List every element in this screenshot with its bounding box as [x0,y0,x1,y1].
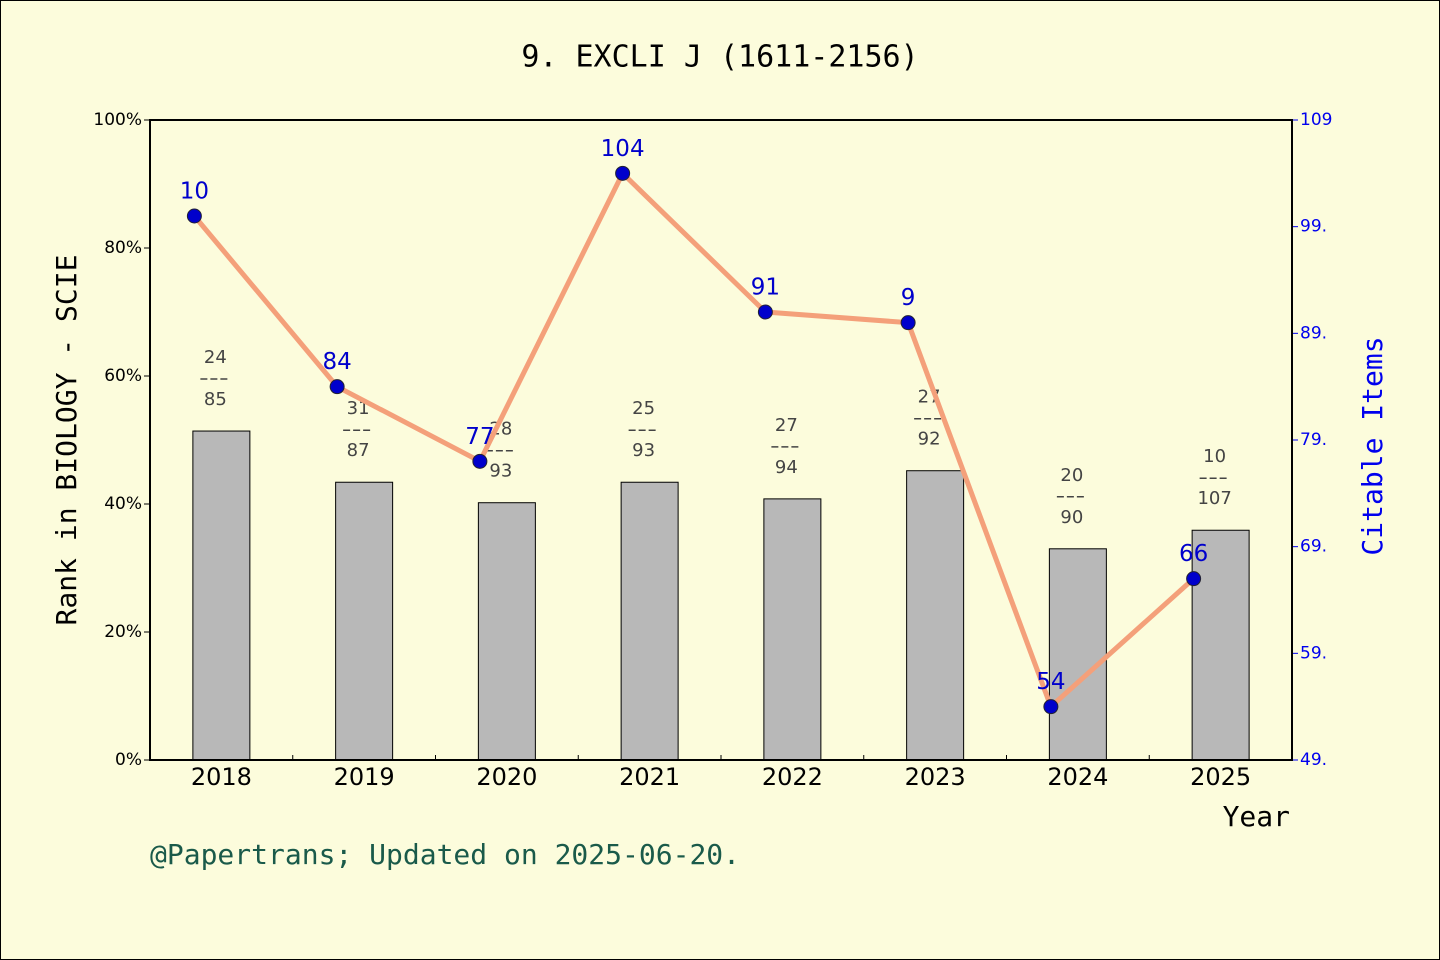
y-tick-label: 100% [93,110,142,130]
rank-label: 20 [1060,465,1083,486]
point-label: 77 [465,424,494,450]
y-tick-label: 80% [104,238,142,258]
point-label: 84 [322,349,351,375]
total-label: 90 [1060,507,1083,528]
total-label: 87 [347,440,370,461]
bar [1048,548,1107,761]
bar [192,430,251,761]
y-tick-label: 60% [104,366,142,386]
x-tick-label: 2018 [191,763,252,791]
line-point [186,208,202,224]
y2-tick-label: 59. [1300,643,1327,663]
footer: @Papertrans; Updated on 2025-06-20. [150,838,740,871]
y2-tick-label: 69. [1300,537,1327,557]
bar [620,481,679,761]
x-tick-label: 2025 [1190,763,1251,791]
y2-axis-title: Citable Items [1356,336,1389,555]
line-point [472,453,488,469]
rank-label: 10 [1203,446,1226,467]
rank-label: 25 [632,398,655,419]
rank-label: 24 [204,347,227,368]
line [192,170,1196,710]
x-tick-label: 2020 [476,763,537,791]
x-tick-label: 2024 [1047,763,1108,791]
point-label: 10 [180,179,209,205]
total-label: 107 [1197,488,1231,509]
point-label: 9 [901,285,916,311]
line-point [329,379,345,395]
rank-label: 31 [347,398,370,419]
line-point [757,304,773,320]
y-tick-label: 0% [115,750,142,770]
line-point [1186,571,1202,587]
line-point [1043,699,1059,715]
x-axis-title: Year [1223,800,1290,833]
bar [335,481,394,761]
line-point [615,165,631,181]
x-tick-label: 2023 [905,763,966,791]
total-label: 94 [775,457,798,478]
x-tick-label: 2021 [619,763,680,791]
total-label: 93 [489,461,512,482]
line-point [900,315,916,331]
bar [477,502,536,761]
x-tick-label: 2019 [334,763,395,791]
rank-label: 27 [775,415,798,436]
point-label: 91 [751,275,780,301]
bar [1191,529,1250,761]
point-label: 104 [601,136,645,162]
plot-frame [149,119,1293,761]
y2-tick-label: 79. [1300,430,1327,450]
y2-tick-label: 99. [1300,217,1327,237]
y2-tick-label: 49. [1300,750,1327,770]
chart-title: 9. EXCLI J (1611-2156) [521,40,918,75]
x-tick-label: 2022 [762,763,823,791]
point-label: 66 [1179,541,1208,567]
total-label: 92 [918,429,941,450]
total-label: 85 [204,389,227,410]
point-label: 54 [1036,669,1065,695]
bar [763,498,822,761]
y-tick-label: 40% [104,494,142,514]
y2-tick-label: 109 [1300,110,1332,130]
y2-tick-label: 89. [1300,323,1327,343]
bar [906,470,965,761]
y-axis-title: Rank in BIOLOGY - SCIE [50,255,83,626]
total-label: 93 [632,440,655,461]
y-tick-label: 20% [104,622,142,642]
